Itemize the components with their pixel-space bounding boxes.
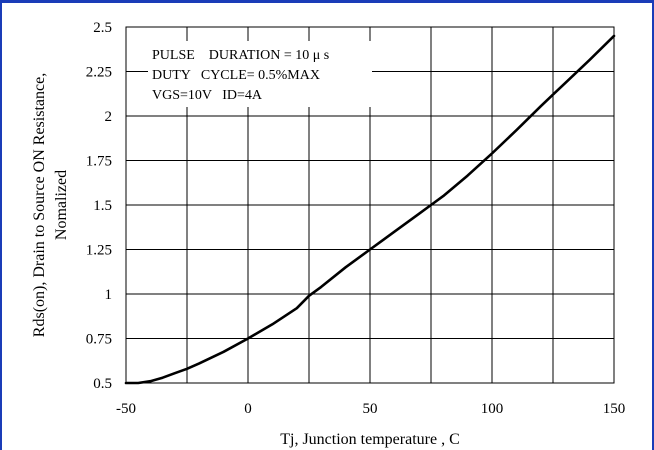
y-tick-label: 1.5	[93, 198, 112, 214]
y-tick-label: 2.25	[86, 65, 112, 81]
y-tick-label: 2	[105, 109, 113, 125]
x-tick-labels: -50 0 50 100 150	[116, 401, 625, 417]
right-border-rule	[652, 0, 654, 450]
y-tick-label: 0.5	[93, 376, 112, 392]
y-tick-label: 1.75	[86, 154, 112, 170]
y-tick-label: 1	[105, 287, 113, 303]
y-axis-title-line-2: Nomalized	[53, 170, 70, 240]
annotation-line: DUTY CYCLE= 0.5%MAX	[152, 68, 320, 83]
annotation-box: PULSE DURATION = 10 μ s DUTY CYCLE= 0.5%M…	[152, 48, 329, 103]
x-axis-title: Tj, Junction temperature , C	[280, 431, 460, 448]
top-border-rule	[0, 0, 654, 3]
y-tick-label: 0.75	[86, 332, 112, 348]
x-tick-label: 50	[363, 401, 378, 417]
series-line-rds-on	[124, 34, 616, 385]
x-tick-label: -50	[116, 401, 136, 417]
x-tick-label: 0	[244, 401, 252, 417]
plot-frame	[125, 26, 615, 384]
annotation-background	[148, 41, 372, 107]
y-tick-label: 1.25	[86, 243, 112, 259]
x-tick-label: 150	[603, 401, 626, 417]
left-border-rule	[0, 0, 2, 450]
y-tick-label: 2.5	[93, 20, 112, 36]
y-axis-title-line-1: Rds(on), Drain to Source ON Resistance,	[31, 73, 48, 337]
annotation-line: VGS=10V ID=4A	[152, 88, 263, 103]
y-tick-labels: 0.5 0.75 1 1.25 1.5 1.75 2 2.25 2.5	[86, 20, 112, 392]
annotation-line: PULSE DURATION = 10 μ s	[152, 48, 329, 63]
x-tick-label: 100	[481, 401, 504, 417]
